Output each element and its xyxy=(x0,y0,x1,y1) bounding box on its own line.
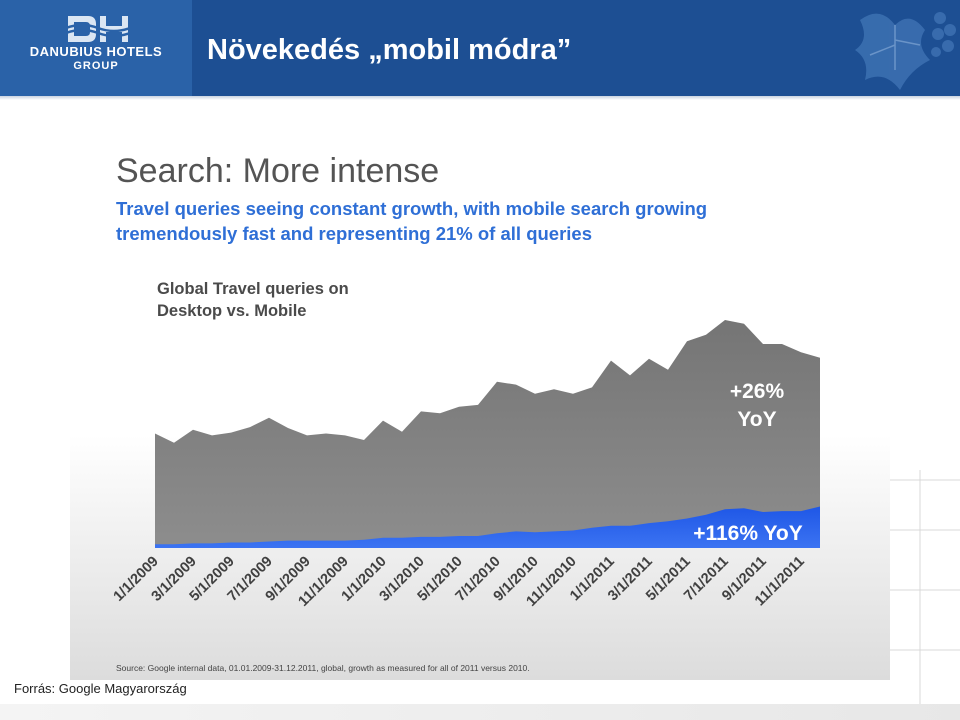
desktop-growth-yoy-label: YoY xyxy=(737,408,776,431)
credit-text: Forrás: Google Magyarország xyxy=(14,681,187,696)
mobile-growth-label: +116% YoY xyxy=(693,522,803,545)
subheading-line1: Travel queries seeing constant growth, w… xyxy=(116,198,708,219)
source-note: Source: Google internal data, 01.01.2009… xyxy=(116,663,530,673)
logo-text-line1: DANUBIUS HOTELS xyxy=(29,44,163,59)
chart-title: Global Travel queries on Desktop vs. Mob… xyxy=(157,278,349,322)
logo-text-line2: GROUP xyxy=(73,60,119,72)
mobile-series-area xyxy=(155,506,820,548)
logo: DANUBIUS HOTELS GROUP xyxy=(0,0,192,96)
desktop-series-area xyxy=(155,320,820,548)
grape-leaf-decoration-icon xyxy=(855,12,956,91)
background-lines xyxy=(880,470,960,710)
slide-heading: Search: More intense xyxy=(116,152,440,190)
footer-bar xyxy=(0,704,960,720)
header-shadow xyxy=(0,96,960,100)
danubius-logo-icon xyxy=(66,16,130,42)
desktop-growth-label: +26% xyxy=(730,380,785,403)
header-bar: DANUBIUS HOTELS GROUP Növekedés „mobil m… xyxy=(0,0,960,96)
slide-subheading: Travel queries seeing constant growth, w… xyxy=(116,196,816,246)
chart-title-line2: Desktop vs. Mobile xyxy=(157,302,307,320)
subheading-line2: tremendously fast and representing 21% o… xyxy=(116,223,592,244)
page-title: Növekedés „mobil módra” xyxy=(207,34,572,66)
chart-title-line1: Global Travel queries on xyxy=(157,280,349,298)
